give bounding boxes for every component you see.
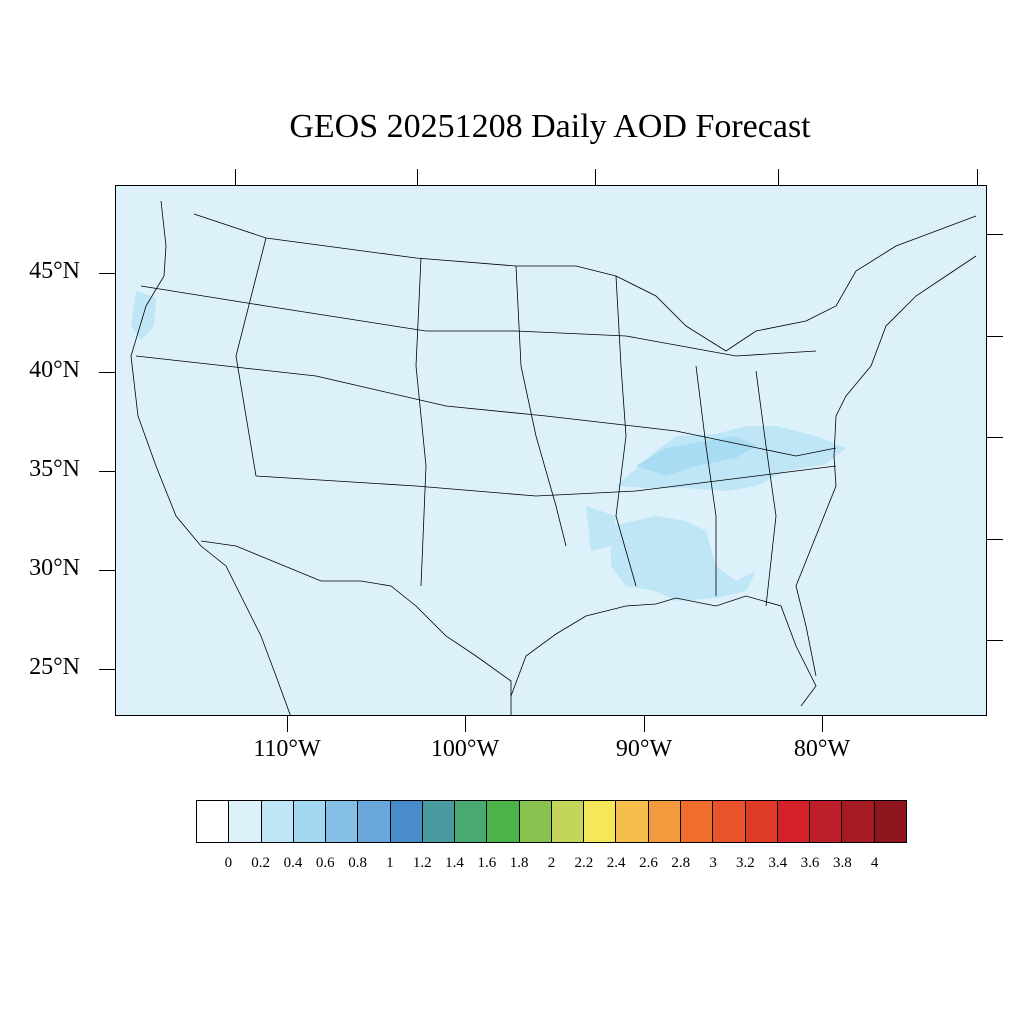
lat-label-35: 35°N <box>29 456 80 482</box>
right-tick <box>987 539 1003 540</box>
top-tick <box>417 169 418 185</box>
colorbar-box <box>519 801 552 842</box>
left-tick <box>99 570 115 571</box>
bottom-tick <box>465 716 466 732</box>
map-title: GEOS 20251208 Daily AOD Forecast <box>289 108 811 145</box>
left-tick <box>99 273 115 274</box>
colorbar-box <box>455 801 488 842</box>
colorbar-label: 0.4 <box>283 855 303 871</box>
colorbar-box <box>777 801 811 842</box>
top-tick <box>778 169 779 185</box>
left-tick <box>99 372 115 373</box>
colorbar-box <box>261 801 294 842</box>
colorbar-box <box>680 801 714 842</box>
colorbar-box <box>616 801 649 842</box>
colorbar-box <box>648 801 681 842</box>
colorbar-label: 3.8 <box>832 855 852 871</box>
lon-label-90w: 90°W <box>615 736 673 762</box>
colorbar-box <box>197 801 230 842</box>
colorbar-box <box>842 801 875 842</box>
lat-label-30: 30°N <box>29 555 80 581</box>
bottom-tick <box>644 716 645 732</box>
colorbar-label: 3.6 <box>800 855 820 871</box>
colorbar-box <box>487 801 520 842</box>
colorbar-box <box>745 801 778 842</box>
bottom-tick <box>287 716 288 732</box>
colorbar-label: 3.4 <box>768 855 788 871</box>
colorbar-label: 1 <box>386 855 394 871</box>
lon-label-110w: 110°W <box>253 736 321 762</box>
colorbar-label: 0.2 <box>251 855 270 871</box>
colorbar-label: 1.2 <box>412 855 432 871</box>
lon-label-100w: 100°W <box>430 736 500 762</box>
colorbar-label: 2.8 <box>671 855 691 871</box>
bottom-tick <box>822 716 823 732</box>
colorbar-label: 1.8 <box>509 855 529 871</box>
colorbar-box <box>390 801 423 842</box>
colorbar-box <box>326 801 359 842</box>
top-tick <box>977 169 978 185</box>
us-map-svg <box>130 200 977 715</box>
lat-label-45: 45°N <box>29 258 80 284</box>
colorbar-label: 0.6 <box>315 855 335 871</box>
colorbar-box <box>229 801 262 842</box>
colorbar-label: 2.4 <box>606 855 626 871</box>
top-tick <box>235 169 236 185</box>
right-tick <box>987 437 1003 438</box>
colorbar-label: 1.4 <box>445 855 464 871</box>
colorbar-box <box>551 801 585 842</box>
borders <box>130 200 977 715</box>
left-tick <box>99 669 115 670</box>
colorbar-label: 2 <box>547 855 556 871</box>
right-tick <box>987 234 1003 235</box>
left-tick <box>99 471 115 472</box>
colorbar-box <box>293 801 327 842</box>
colorbar-box <box>874 801 906 842</box>
colorbar-label: 4 <box>870 855 879 871</box>
top-tick <box>595 169 596 185</box>
aod-overlay <box>131 291 846 601</box>
colorbar-label: 2.6 <box>639 855 658 871</box>
colorbar-box <box>358 801 391 842</box>
lon-label-80w: 80°W <box>793 736 851 762</box>
colorbar-label: 1.6 <box>477 855 497 871</box>
colorbar-label: 3 <box>709 855 717 871</box>
aod-colorbar <box>196 800 907 843</box>
colorbar-label: 0 <box>224 855 233 871</box>
colorbar-box <box>810 801 843 842</box>
colorbar-label: 3.2 <box>736 855 755 871</box>
lat-label-25: 25°N <box>29 654 80 680</box>
colorbar-label: 2.2 <box>574 855 594 871</box>
colorbar-label: 0.8 <box>348 855 367 871</box>
colorbar-box <box>584 801 617 842</box>
colorbar-box <box>422 801 456 842</box>
aod-map <box>115 185 987 716</box>
right-tick <box>987 640 1003 641</box>
right-tick <box>987 336 1003 337</box>
colorbar-box <box>713 801 746 842</box>
lat-label-40: 40°N <box>29 357 80 383</box>
